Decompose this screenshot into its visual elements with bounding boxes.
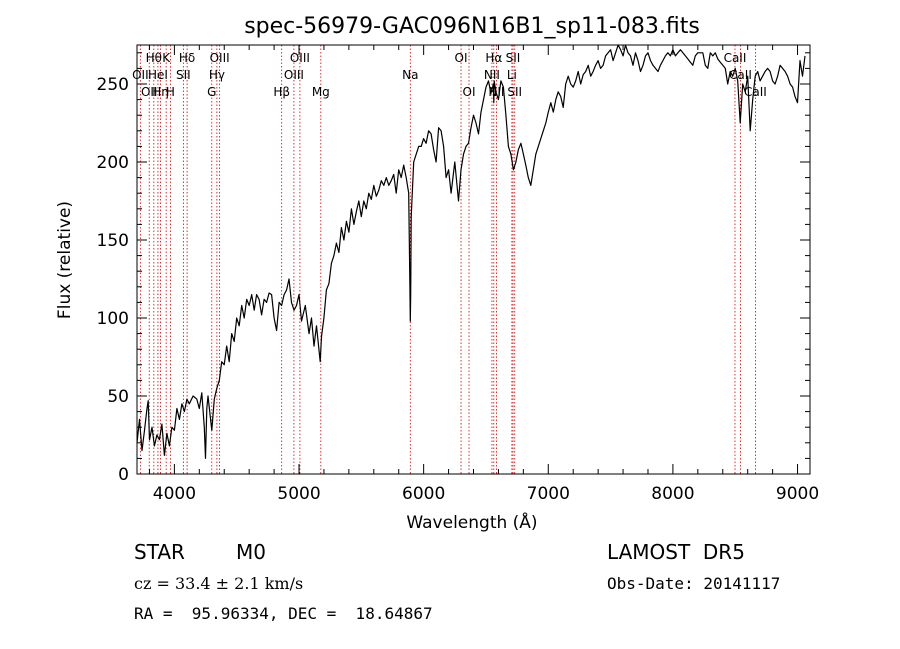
line-label-10: Hγ bbox=[209, 68, 225, 82]
y-tick-label-2: 100 bbox=[97, 309, 129, 329]
line-label-13: OIII bbox=[284, 68, 304, 82]
line-label-15: Mg bbox=[312, 85, 330, 99]
y-tick-label-1: 50 bbox=[107, 387, 129, 407]
line-label-20: Hα bbox=[485, 51, 502, 65]
line-label-18: OI bbox=[463, 85, 476, 99]
line-label-0: OII bbox=[132, 68, 149, 82]
x-tick-label-1: 5000 bbox=[277, 484, 320, 504]
y-tick-label-3: 150 bbox=[97, 231, 129, 251]
line-label-24: SII bbox=[507, 85, 522, 99]
line-label-3: HeI bbox=[148, 68, 168, 82]
x-tick-label-3: 7000 bbox=[527, 484, 570, 504]
line-label-12: Hβ bbox=[273, 85, 290, 99]
y-tick-label-5: 250 bbox=[97, 75, 129, 95]
line-label-23: SII bbox=[506, 51, 521, 65]
object-class: STAR bbox=[134, 540, 185, 564]
line-label-19: NII bbox=[484, 68, 500, 82]
y-tick-label-4: 200 bbox=[97, 153, 129, 173]
object-subclass: M0 bbox=[236, 540, 266, 564]
line-label-16: Na bbox=[402, 68, 418, 82]
line-label-9: G bbox=[207, 85, 216, 99]
line-label-17: OI bbox=[455, 51, 468, 65]
line-label-8: Hδ bbox=[179, 51, 195, 65]
plot-frame bbox=[136, 44, 811, 475]
y-axis-label: Flux (relative) bbox=[55, 201, 75, 319]
line-label-4: Hη bbox=[152, 85, 169, 99]
line-labels: OIIOIIHθHeIHηKHSIIHδGHγOIIIHβOIIIOIIIMgN… bbox=[132, 51, 767, 99]
chart-title: spec-56979-GAC096N16B1_sp11-083.fits bbox=[244, 14, 700, 39]
x-tick-label-0: 4000 bbox=[153, 484, 196, 504]
line-label-25: CaII bbox=[724, 51, 747, 65]
line-label-7: SII bbox=[176, 68, 191, 82]
line-label-5: K bbox=[162, 51, 171, 65]
line-markers bbox=[139, 45, 756, 474]
spectrum-line bbox=[136, 44, 806, 459]
redshift-readout: cz = 33.4 ± 2.1 km/s bbox=[134, 574, 304, 593]
line-label-27: CaII bbox=[744, 85, 767, 99]
line-label-2: Hθ bbox=[146, 51, 162, 65]
axis-ticks: 4000 5000 6000 7000 8000 9000 0 50 100 150 200 250 bbox=[97, 45, 819, 504]
x-tick-label-2: 6000 bbox=[402, 484, 445, 504]
line-label-1: OII bbox=[141, 85, 158, 99]
obs-date: Obs-Date: 20141117 bbox=[607, 574, 781, 593]
coordinates: RA = 95.96334, DEC = 18.64867 bbox=[134, 604, 433, 623]
line-label-11: OIII bbox=[210, 51, 230, 65]
x-axis-label: Wavelength (Å) bbox=[406, 511, 537, 533]
survey-name: LAMOST DR5 bbox=[607, 540, 745, 564]
line-label-6: H bbox=[166, 85, 175, 99]
line-label-22: Li bbox=[507, 68, 517, 82]
y-tick-label-0: 0 bbox=[118, 465, 129, 485]
line-label-14: OIII bbox=[290, 51, 310, 65]
x-tick-label-4: 8000 bbox=[651, 484, 694, 504]
x-tick-label-5: 9000 bbox=[776, 484, 819, 504]
